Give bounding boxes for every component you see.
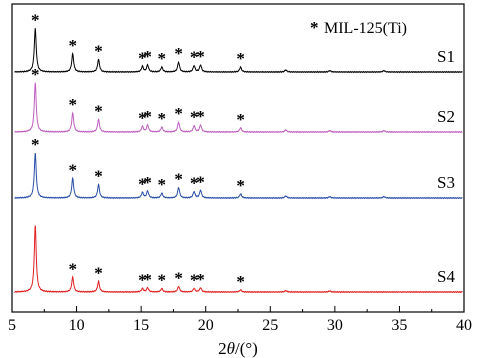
- star-marker: *: [68, 160, 77, 179]
- star-marker: *: [158, 271, 167, 290]
- star-marker: *: [68, 259, 77, 278]
- star-marker: *: [138, 174, 147, 193]
- series-label-s4: S4: [437, 267, 455, 286]
- star-marker: *: [143, 107, 152, 126]
- x-tick-label: 20: [198, 317, 214, 334]
- star-marker: *: [236, 272, 245, 291]
- star-marker: *: [94, 101, 103, 120]
- star-marker: *: [68, 95, 77, 114]
- star-marker: *: [174, 104, 183, 123]
- x-tick-label: 30: [327, 317, 343, 334]
- x-tick-label: 5: [8, 317, 16, 334]
- x-tick-label: 10: [69, 317, 85, 334]
- star-marker: *: [138, 108, 147, 127]
- x-axis-label: 2θ/(°): [218, 339, 258, 358]
- star-marker: *: [143, 270, 152, 289]
- legend-text: MIL-125(Ti): [324, 20, 407, 37]
- series-label-s3: S3: [437, 173, 455, 192]
- star-marker: *: [236, 49, 245, 68]
- star-marker: *: [143, 173, 152, 192]
- star-marker: *: [158, 175, 167, 194]
- star-markers: ** * ** * * ** *** * ** * * ** *** * ** * * ** ** * ** * * ** *: [31, 11, 245, 291]
- star-marker: *: [190, 271, 199, 290]
- star-marker: *: [94, 167, 103, 186]
- star-marker: *: [190, 174, 199, 193]
- star-marker: *: [94, 264, 103, 283]
- star-marker: *: [196, 270, 205, 289]
- series-label-s1: S1: [437, 47, 455, 66]
- star-marker: *: [196, 107, 205, 126]
- legend-marker: *: [310, 18, 319, 37]
- x-axis-ticks: 5 10 15 20 25 30 35 40: [8, 306, 472, 334]
- star-marker: *: [174, 170, 183, 189]
- star-marker: *: [196, 172, 205, 191]
- series-labels: S1 S2 S3 S4: [437, 47, 455, 286]
- x-axis-label-prefix: 2: [218, 339, 227, 358]
- star-marker: *: [190, 48, 199, 67]
- star-marker: *: [174, 268, 183, 287]
- star-marker: *: [158, 49, 167, 68]
- star-marker: *: [138, 271, 147, 290]
- star-marker: *: [174, 44, 183, 63]
- star-marker: *: [68, 36, 77, 55]
- star-marker: *: [236, 110, 245, 129]
- x-tick-label: 15: [133, 317, 149, 334]
- star-marker: *: [31, 11, 40, 30]
- series-line-s4: [14, 225, 463, 294]
- star-marker: *: [31, 135, 40, 154]
- star-marker: *: [190, 108, 199, 127]
- star-marker: *: [94, 41, 103, 60]
- x-tick-label: 40: [456, 317, 472, 334]
- x-tick-label: 35: [391, 317, 407, 334]
- star-marker: *: [158, 109, 167, 128]
- star-marker: *: [143, 47, 152, 66]
- x-tick-label: 25: [262, 317, 278, 334]
- x-axis-label-suffix: /(°): [235, 339, 258, 358]
- star-marker: *: [196, 47, 205, 66]
- series-label-s2: S2: [437, 107, 455, 126]
- x-axis-label-theta: θ: [227, 339, 235, 358]
- series-layer: [14, 28, 463, 294]
- star-marker: *: [31, 65, 40, 84]
- star-marker: *: [138, 48, 147, 67]
- series-line-s2: [14, 82, 463, 134]
- star-marker: *: [236, 176, 245, 195]
- series-line-s1: [14, 28, 463, 74]
- series-line-s3: [14, 152, 463, 200]
- legend: * MIL-125(Ti): [310, 18, 407, 37]
